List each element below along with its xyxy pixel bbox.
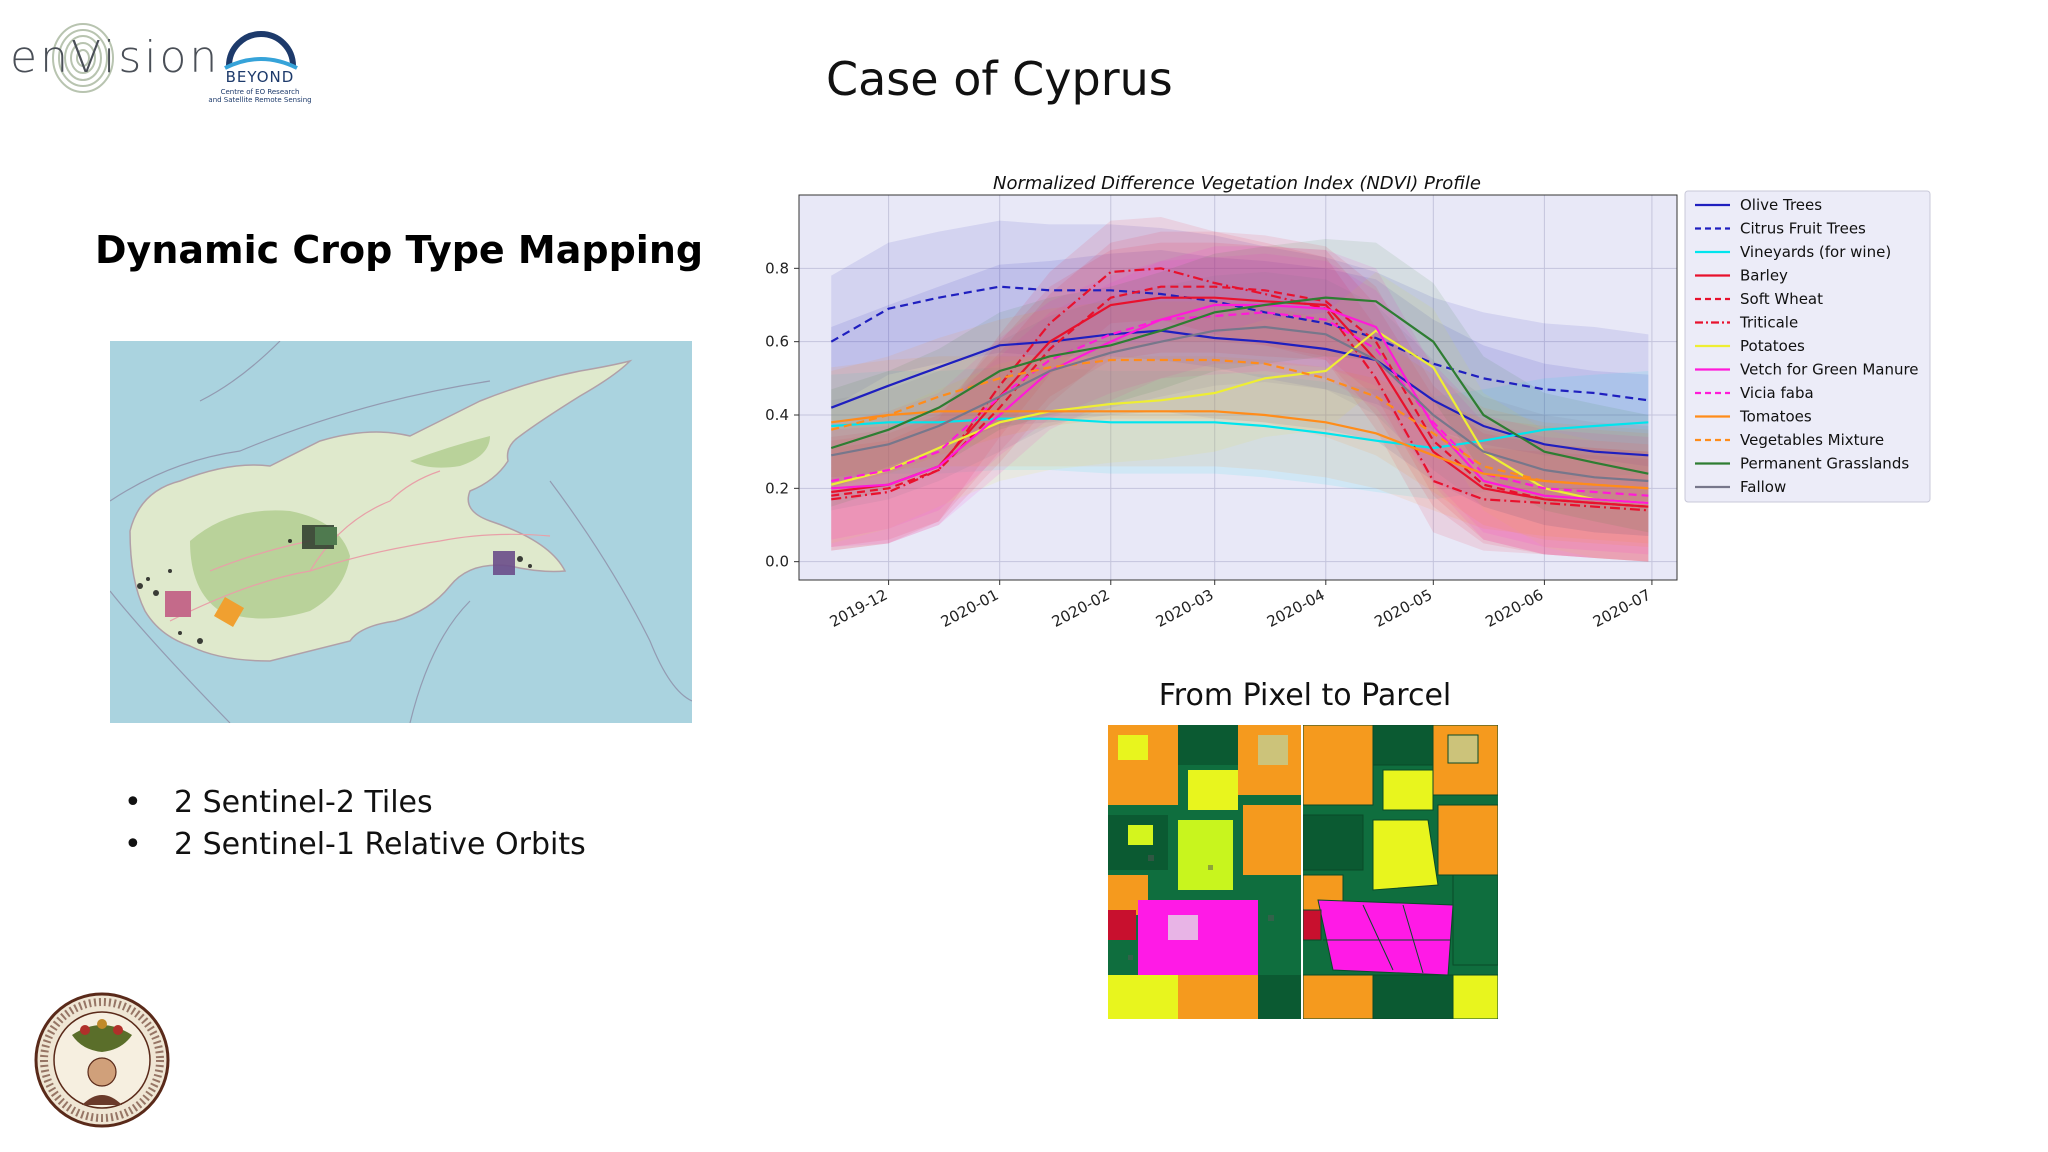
legend-label: Vineyards (for wine) xyxy=(1740,243,1891,261)
beyond-arc-icon xyxy=(224,31,298,70)
beyond-logo-name: BEYOND xyxy=(225,68,295,86)
confidence-bands xyxy=(831,217,1649,562)
y-axis: 0.0 0.2 0.4 0.6 0.8 xyxy=(765,259,799,571)
band-permanent-grasslands xyxy=(831,239,1649,533)
band-fallow xyxy=(831,272,1649,536)
legend-label: Potatoes xyxy=(1740,337,1805,355)
line-vicia-faba xyxy=(831,311,1649,497)
legend-label: Fallow xyxy=(1740,478,1786,496)
y-tick-label: 0.2 xyxy=(765,479,789,497)
plot-area xyxy=(799,195,1677,580)
legend: Olive Trees Citrus Fruit Trees Vineyards (… xyxy=(1684,190,1931,503)
legend-label: Olive Trees xyxy=(1740,196,1822,214)
y-tick-label: 0.0 xyxy=(765,553,789,571)
x-tick-label: 2020-06 xyxy=(1482,586,1546,631)
line-barley xyxy=(831,296,1649,508)
band-soft-wheat xyxy=(831,231,1649,562)
x-tick-label: 2020-02 xyxy=(1049,586,1113,631)
beyond-sub-line-2: and Satellite Remote Sensing xyxy=(208,96,312,104)
band-barley xyxy=(831,242,1649,562)
band-vicia-faba xyxy=(831,253,1649,555)
pixel-classification-image xyxy=(1108,725,1301,1019)
line-vegetables-mixture xyxy=(830,358,1649,490)
band-olive-trees xyxy=(831,250,1649,536)
legend-label: Soft Wheat xyxy=(1740,290,1823,308)
line-potatoes xyxy=(830,329,1649,505)
x-tick-label: 2020-03 xyxy=(1153,586,1217,631)
x-tick-label: 2020-07 xyxy=(1590,586,1654,631)
section-heading: Dynamic Crop Type Mapping xyxy=(95,228,704,272)
legend-label: Vetch for Green Manure xyxy=(1740,361,1919,379)
legend-label: Tomatoes xyxy=(1739,408,1812,426)
x-tick-label: 2019-12 xyxy=(827,586,891,631)
bullet-item: 2 Sentinel-1 Relative Orbits xyxy=(124,824,586,866)
parcel-classification-image xyxy=(1303,725,1498,1019)
series-lines xyxy=(830,267,1649,512)
band-triticale xyxy=(831,217,1649,562)
legend-label: Barley xyxy=(1740,267,1788,285)
legend-label: Permanent Grasslands xyxy=(1740,455,1909,473)
ndvi-chart: Normalized Difference Vegetation Index (… xyxy=(765,173,1931,631)
envision-logo-text: enVision xyxy=(10,32,221,83)
line-triticale xyxy=(831,267,1649,512)
band-vetch-for-green-manure xyxy=(831,246,1649,562)
legend-label: Vegetables Mixture xyxy=(1740,431,1884,449)
beyond-logo-subtitle: Centre of EO Research and Satellite Remo… xyxy=(205,88,315,104)
band-potatoes xyxy=(831,272,1649,562)
seal-image xyxy=(34,992,170,1128)
envision-logo: enVision xyxy=(8,18,217,98)
cyprus-map xyxy=(110,341,692,723)
band-vineyards-for-wine- xyxy=(831,367,1649,500)
chart-title: Normalized Difference Vegetation Index (… xyxy=(993,173,1481,194)
fingerprint-icon xyxy=(52,23,114,93)
y-tick-label: 0.6 xyxy=(765,333,789,351)
y-tick-label: 0.4 xyxy=(765,406,789,424)
legend-label: Citrus Fruit Trees xyxy=(1740,220,1866,238)
line-citrus-fruit-trees xyxy=(830,285,1649,402)
legend-box xyxy=(1684,190,1931,503)
beyond-logo: BEYOND Centre of EO Research and Satelli… xyxy=(205,8,315,108)
y-tick-label: 0.8 xyxy=(765,259,789,277)
cypress-payments-organisation-seal xyxy=(30,990,175,1130)
x-tick-label: 2020-05 xyxy=(1371,586,1435,631)
bullet-item: 2 Sentinel-2 Tiles xyxy=(124,782,586,824)
x-tick-label: 2020-01 xyxy=(938,586,1002,631)
band-tomatoes xyxy=(831,356,1649,544)
slide-title: Case of Cyprus xyxy=(826,52,1173,106)
x-tick-label: 2020-04 xyxy=(1264,586,1328,631)
cyprus-map-image xyxy=(110,341,692,723)
legend-label: Triticale xyxy=(1739,314,1798,332)
legend-label: Vicia faba xyxy=(1740,384,1814,402)
band-vegetables-mixture xyxy=(831,301,1649,547)
line-fallow xyxy=(831,325,1649,483)
line-vineyards-for-wine- xyxy=(831,417,1649,450)
grid xyxy=(799,195,1677,580)
plot-frame xyxy=(798,194,1678,581)
x-axis: 2019-12 2020-01 2020-02 2020-03 2020-04 2020-… xyxy=(827,580,1654,631)
beyond-sub-line-1: Centre of EO Research xyxy=(220,88,300,96)
bullet-list: 2 Sentinel-2 Tiles 2 Sentinel-1 Relative… xyxy=(124,782,586,866)
line-permanent-grasslands xyxy=(830,296,1649,475)
line-vetch-for-green-manure xyxy=(831,303,1649,505)
parcel-section-title: From Pixel to Parcel xyxy=(1158,678,1452,713)
